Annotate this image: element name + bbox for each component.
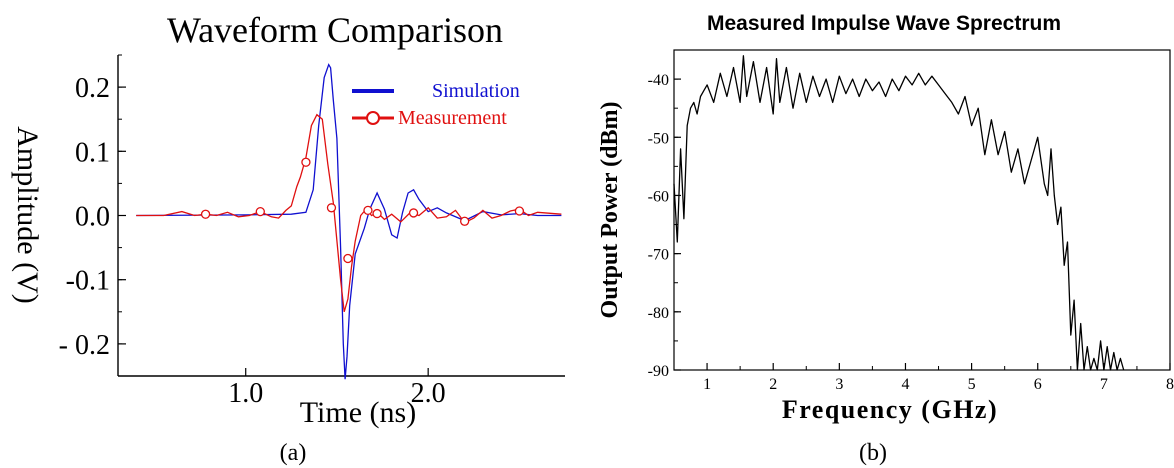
chart-b-series [673,55,1125,371]
data-point [408,208,419,218]
chart-a-y-label: Amplitude (V) [11,126,44,303]
chart-b-y-tick-label: -40 [648,72,669,89]
data-point [372,208,382,219]
legend-measurement-label: Measurement [398,107,507,129]
chart-a-y-ticks: 0.2 0.1 0.0 -0.1 - 0.2 [59,54,126,377]
chart-a-x-ticks: 1.0 2.0 [228,368,446,409]
chart-b-y-tick-label: -50 [648,130,669,147]
series-line-measurement [136,113,562,312]
legend-simulation-label: Simulation [432,80,520,102]
data-point [255,206,265,217]
chart-b-x-tick-label: 6 [1034,376,1042,393]
chart-b-x-tick-label: 7 [1100,376,1108,393]
data-point [326,203,337,213]
waveform-chart: Waveform Comparison 0.2 0.1 0.0 -0.1 - 0.2 1… [11,10,565,466]
chart-a-legend: Simulation Measurement [348,76,560,132]
chart-b-panel-label: (b) [859,440,887,466]
chart-a-y-tick-label: 0.2 [75,73,110,104]
chart-b-title: Measured Impulse Wave Sprectrum [707,12,1061,35]
data-point [460,216,470,226]
chart-a-y-tick-label: 0.0 [75,202,110,233]
chart-b-y-tick-label: -80 [648,305,669,322]
data-point [200,209,211,219]
chart-b-x-tick-label: 4 [901,376,909,393]
chart-b-y-ticks: -40 -50 -60 -70 -80 -90 [648,49,681,380]
chart-a-x-tick-label: 2.0 [411,378,446,409]
chart-a-legend-box [348,76,560,132]
chart-b-frame [673,49,1171,371]
spectrum-line [673,55,1125,371]
data-point [301,157,311,167]
chart-b-x-tick-label: 3 [835,376,843,393]
chart-b-x-ticks: 1 2 3 4 5 6 7 8 [703,363,1174,393]
chart-a-x-tick-label: 1.0 [228,378,263,409]
chart-b-x-tick-label: 2 [769,376,777,393]
chart-b-x-tick-label: 1 [703,376,711,393]
chart-b-x-tick-label: 8 [1166,376,1174,393]
chart-b-y-label: Output Power (dBm) [597,102,623,319]
data-point [363,205,373,216]
chart-b-x-label: Frequency (GHz) [782,395,998,424]
chart-a-y-tick-label: -0.1 [66,266,110,297]
chart-a-y-tick-label: 0.1 [75,137,110,168]
chart-b-y-tick-label: -70 [648,247,669,264]
chart-b-x-tick-label: 5 [968,376,976,393]
data-point [514,206,525,216]
chart-a-y-tick-label: - 0.2 [59,330,110,361]
chart-a-series [136,63,562,380]
legend-measurement-marker [366,111,380,125]
chart-a-x-label: Time (ns) [300,396,416,429]
data-point [343,253,353,264]
chart-a-panel-label: (a) [280,440,307,466]
chart-b-y-tick-label: -90 [648,363,669,380]
chart-a-title: Waveform Comparison [167,10,503,50]
chart-b-y-tick-label: -60 [648,188,669,205]
spectrum-chart: Measured Impulse Wave Sprectrum -40 -50 -6… [597,12,1174,466]
